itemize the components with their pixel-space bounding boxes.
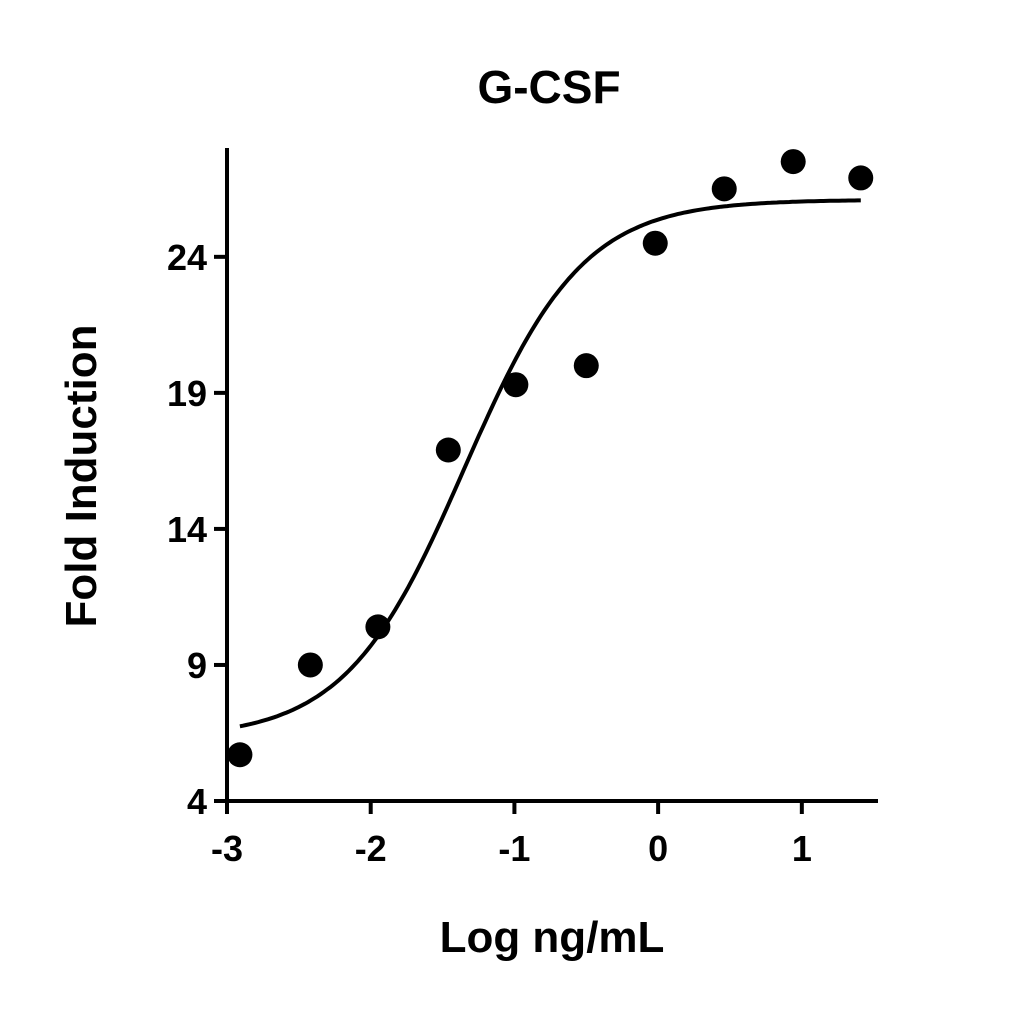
x-tick-label: -3 xyxy=(211,828,243,869)
chart-title: G-CSF xyxy=(477,61,620,113)
y-tick-label: 14 xyxy=(167,509,207,550)
x-axis-label: Log ng/mL xyxy=(440,913,665,962)
y-axis-label: Fold Induction xyxy=(57,324,106,627)
x-tick-label: -2 xyxy=(355,828,387,869)
x-tick-label: 1 xyxy=(792,828,812,869)
y-tick-label: 19 xyxy=(167,373,207,414)
fit-curve-group xyxy=(239,198,861,729)
data-point xyxy=(297,652,323,678)
y-tick-label: 9 xyxy=(187,645,207,686)
data-point xyxy=(642,230,668,256)
data-point xyxy=(711,176,737,202)
data-point xyxy=(503,372,529,398)
y-tick-label: 24 xyxy=(167,237,207,278)
data-point xyxy=(848,165,874,191)
data-point xyxy=(780,149,806,175)
fit-curve xyxy=(239,198,861,729)
data-point xyxy=(227,742,253,768)
x-tick-label: -1 xyxy=(498,828,530,869)
data-point xyxy=(435,437,461,463)
y-tick-label: 4 xyxy=(187,781,207,822)
data-points xyxy=(227,149,874,768)
x-tick-label: 0 xyxy=(648,828,668,869)
data-point xyxy=(573,353,599,379)
data-point xyxy=(365,614,391,640)
